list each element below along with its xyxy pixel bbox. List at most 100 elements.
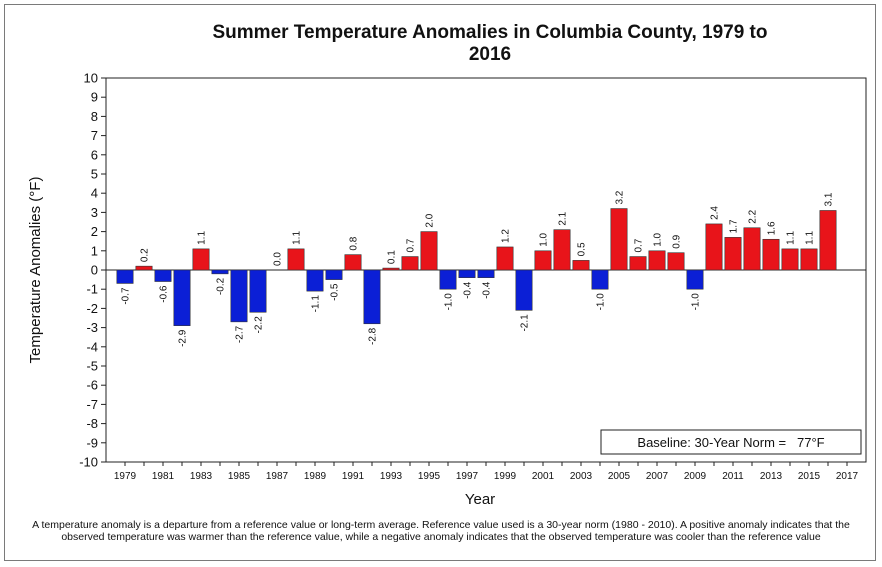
data-label: 0.5 xyxy=(577,242,588,256)
bar xyxy=(534,250,552,271)
data-label: 1.6 xyxy=(767,221,778,235)
data-label: -1.0 xyxy=(691,293,702,311)
x-tick-label: 1993 xyxy=(380,471,403,482)
bar xyxy=(420,231,438,271)
bar xyxy=(401,256,419,271)
bar xyxy=(325,269,343,280)
chart-title-line1: Summer Temperature Anomalies in Columbia… xyxy=(213,22,768,43)
x-tick-label: 1983 xyxy=(190,471,213,482)
x-tick-label: 2011 xyxy=(722,471,744,482)
bar xyxy=(230,269,248,323)
data-label: 2.4 xyxy=(710,206,721,220)
data-label: -1.0 xyxy=(596,293,607,311)
data-label: 0.8 xyxy=(349,236,360,250)
y-tick-label: 10 xyxy=(84,71,98,86)
footnote: A temperature anomaly is a departure fro… xyxy=(32,519,850,543)
chart-title-line2: 2016 xyxy=(469,44,511,65)
y-tick-label: 0 xyxy=(91,263,98,278)
x-axis-label: Year xyxy=(465,491,495,508)
data-label: 3.2 xyxy=(615,190,626,204)
bar xyxy=(363,269,381,325)
y-tick-label: 2 xyxy=(91,224,98,239)
baseline-annotation: Baseline: 30-Year Norm = 77°F xyxy=(637,435,824,450)
x-tick-label: 1997 xyxy=(456,471,479,482)
x-tick-label: 1987 xyxy=(266,471,289,482)
bar xyxy=(762,238,780,271)
data-label: 2.0 xyxy=(425,213,436,227)
bar xyxy=(648,250,666,271)
data-label: 0.0 xyxy=(273,252,284,266)
bar xyxy=(667,252,685,271)
x-tick-label: 2001 xyxy=(532,471,555,482)
data-label: 3.1 xyxy=(824,192,835,206)
bar xyxy=(515,269,533,311)
bar xyxy=(249,269,267,313)
y-tick-label: -8 xyxy=(86,416,98,431)
data-label: 1.2 xyxy=(501,229,512,243)
bar xyxy=(382,267,400,271)
x-tick-label: 1981 xyxy=(152,471,175,482)
bar xyxy=(344,254,362,271)
data-label: 0.7 xyxy=(634,238,645,252)
data-label: 2.1 xyxy=(558,211,569,225)
data-label: 0.1 xyxy=(387,250,398,264)
y-tick-label: -3 xyxy=(86,320,98,335)
x-tick-label: 2017 xyxy=(836,471,859,482)
x-tick-label: 1985 xyxy=(228,471,251,482)
y-tick-label: -5 xyxy=(86,359,98,374)
data-label: -0.7 xyxy=(121,287,132,305)
bar xyxy=(553,229,571,271)
y-tick-label: 7 xyxy=(91,128,98,143)
bar xyxy=(705,223,723,271)
x-tick-label: 1979 xyxy=(114,471,137,482)
data-label: -2.7 xyxy=(235,325,246,343)
x-tick-label: 2003 xyxy=(570,471,593,482)
x-tick-label: 1999 xyxy=(494,471,517,482)
bar xyxy=(154,269,172,282)
x-tick-label: 1995 xyxy=(418,471,441,482)
bar xyxy=(496,246,514,271)
x-tick-label: 2009 xyxy=(684,471,707,482)
data-label: 0.2 xyxy=(140,248,151,262)
data-label: 2.2 xyxy=(748,209,759,223)
y-tick-label: -2 xyxy=(86,301,98,316)
data-label: -2.1 xyxy=(520,314,531,332)
baseline-box xyxy=(600,429,862,455)
bar xyxy=(724,237,742,271)
data-label: -0.4 xyxy=(463,281,474,299)
y-tick-label: 8 xyxy=(91,109,98,124)
bar xyxy=(306,269,324,292)
y-axis-label: Temperature Anomalies (°F) xyxy=(27,177,44,364)
bar xyxy=(629,256,647,271)
y-tick-label: 1 xyxy=(91,243,98,258)
y-tick-label: -4 xyxy=(86,339,98,354)
data-label: -1.0 xyxy=(444,293,455,311)
bar xyxy=(591,269,609,290)
data-label: -0.2 xyxy=(216,277,227,295)
y-tick-label: -7 xyxy=(86,397,98,412)
x-tick-label: 1989 xyxy=(304,471,327,482)
data-label: -0.6 xyxy=(159,285,170,303)
data-label: 1.7 xyxy=(729,219,740,233)
bar xyxy=(192,248,210,271)
y-tick-label: -9 xyxy=(86,435,98,450)
x-tick-label: 2007 xyxy=(646,471,669,482)
data-label: -0.4 xyxy=(482,281,493,299)
bar xyxy=(743,227,761,271)
bar xyxy=(781,248,799,271)
y-tick-label: 9 xyxy=(91,90,98,105)
bar xyxy=(173,269,191,326)
y-tick-label: 5 xyxy=(91,167,98,182)
data-label: -2.8 xyxy=(368,327,379,345)
y-tick-label: 4 xyxy=(91,186,98,201)
data-label: 0.7 xyxy=(406,238,417,252)
bar xyxy=(287,248,305,271)
bar xyxy=(458,269,476,278)
bar xyxy=(572,260,590,271)
data-label: -1.1 xyxy=(311,295,322,313)
bar xyxy=(477,269,495,278)
data-label: 1.1 xyxy=(805,231,816,245)
data-label: -0.5 xyxy=(330,283,341,301)
